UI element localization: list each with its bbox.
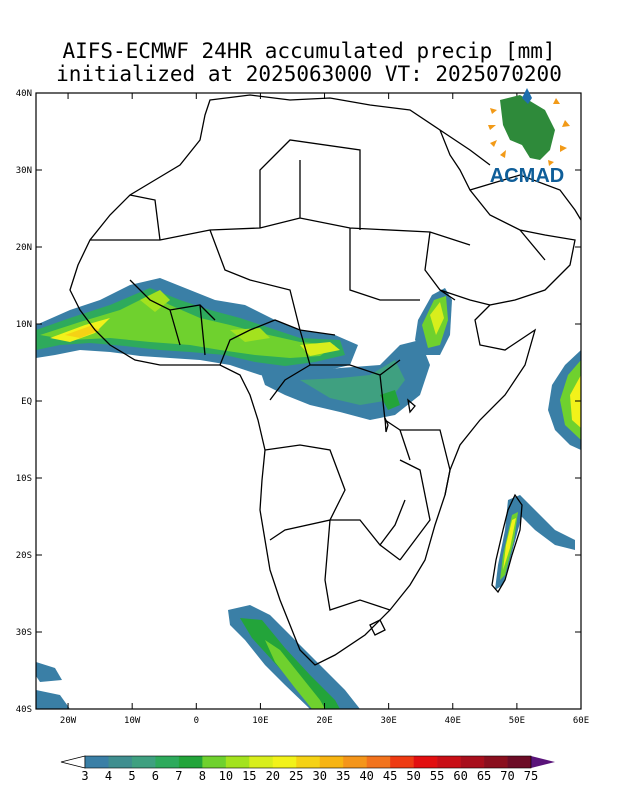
lon-label: 30E xyxy=(381,716,397,726)
lat-label: 20N xyxy=(16,243,32,253)
lon-label: 10W xyxy=(124,716,141,726)
lat-label: 40N xyxy=(16,89,32,99)
precip-field xyxy=(36,278,581,709)
colorbar-label: 65 xyxy=(477,769,491,783)
colorbar-label: 4 xyxy=(105,769,112,783)
lat-label: 30S xyxy=(16,628,32,638)
sun-rays-icon xyxy=(488,98,570,166)
colorbar-swatch xyxy=(484,756,508,768)
lon-label: 20W xyxy=(60,716,77,726)
colorbar-under-arrow xyxy=(60,755,86,769)
colorbar-swatch xyxy=(131,756,156,768)
colorbar-swatch xyxy=(343,756,367,768)
acmad-logo: ACMAD xyxy=(488,88,570,187)
colorbar-border xyxy=(84,755,532,769)
colorbar-swatch xyxy=(155,756,180,768)
logo-text: ACMAD xyxy=(490,165,564,187)
colorbar-swatch xyxy=(108,756,133,768)
colorbar-swatch xyxy=(202,756,227,768)
colorbar-swatch xyxy=(85,756,109,768)
colorbar-swatch xyxy=(225,756,250,768)
colorbar-label: 60 xyxy=(453,769,467,783)
lon-label: 10E xyxy=(252,716,268,726)
lon-label: 0 xyxy=(194,716,199,726)
lon-label: 40E xyxy=(445,716,461,726)
map-title-line2: initialized at 2025063000 VT: 2025070200 xyxy=(56,62,562,86)
colorbar-label: 55 xyxy=(430,769,444,783)
lat-label: EQ xyxy=(21,397,32,407)
colorbar-label: 10 xyxy=(219,769,233,783)
colorbar-swatch xyxy=(460,756,485,768)
colorbar-label: 6 xyxy=(152,769,159,783)
colorbar-swatch xyxy=(413,756,438,768)
colorbar-label: 3 xyxy=(81,769,88,783)
colorbar-label: 7 xyxy=(175,769,182,783)
colorbar-swatch xyxy=(390,756,414,768)
colorbar-swatch xyxy=(296,756,321,768)
colorbar-swatch xyxy=(319,756,344,768)
colorbar: 3 4 5 6 7 8 10 15 20 25 30 35 40 45 50 55 60 65 70 75 xyxy=(60,755,555,783)
colorbar-label: 75 xyxy=(524,769,538,783)
lat-ticks: 40N 30N 20N 10N EQ 10S 20S 30S 40S xyxy=(16,89,581,715)
colorbar-label: 25 xyxy=(289,769,303,783)
colorbar-label: 5 xyxy=(128,769,135,783)
lat-label: 10N xyxy=(16,320,32,330)
colorbar-swatch xyxy=(249,756,274,768)
lat-label: 20S xyxy=(16,551,32,561)
lon-label: 20E xyxy=(316,716,332,726)
colorbar-label: 20 xyxy=(266,769,280,783)
colorbar-swatch xyxy=(272,756,297,768)
colorbar-label: 30 xyxy=(313,769,327,783)
lat-label: 40S xyxy=(16,705,32,715)
lon-label: 60E xyxy=(573,716,589,726)
logo-africa-shape xyxy=(500,95,555,160)
drop-icon xyxy=(522,88,532,104)
colorbar-label: 50 xyxy=(406,769,420,783)
colorbar-swatch xyxy=(507,756,532,768)
colorbar-label: 70 xyxy=(500,769,514,783)
africa-outline xyxy=(69,94,581,666)
colorbar-label: 45 xyxy=(383,769,397,783)
colorbar-label: 40 xyxy=(359,769,373,783)
lat-label: 10S xyxy=(16,474,32,484)
lat-label: 30N xyxy=(16,166,32,176)
lon-ticks: 20W 10W 0 10E 20E 30E 40E 50E 60E xyxy=(60,93,589,726)
lon-label: 50E xyxy=(509,716,525,726)
colorbar-swatch xyxy=(178,756,203,768)
colorbar-swatch xyxy=(366,756,391,768)
colorbar-swatch xyxy=(437,756,461,768)
colorbar-label: 15 xyxy=(242,769,256,783)
colorbar-label: 8 xyxy=(199,769,206,783)
map-title-line1: AIFS-ECMWF 24HR accumulated precip [mm] xyxy=(62,39,556,63)
colorbar-label: 35 xyxy=(336,769,350,783)
colorbar-over-arrow xyxy=(531,756,555,768)
